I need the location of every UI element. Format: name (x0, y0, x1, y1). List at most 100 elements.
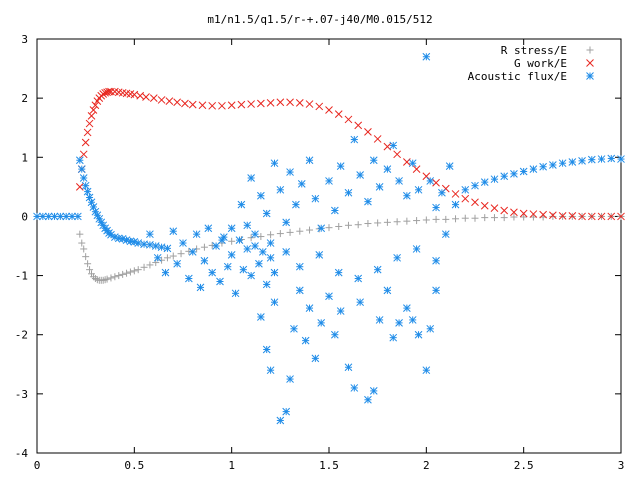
data-point (306, 226, 314, 234)
legend-label: G work/E (514, 57, 567, 70)
data-point (165, 97, 174, 105)
legend-label: R stress/E (501, 44, 567, 57)
data-point (422, 216, 430, 224)
data-point (173, 259, 182, 268)
data-point (126, 268, 134, 276)
x-tick-label: 1 (228, 459, 235, 472)
data-point (251, 230, 259, 239)
data-point (389, 333, 398, 342)
data-point (276, 416, 285, 425)
data-point (356, 171, 365, 179)
data-point (597, 155, 606, 163)
data-point (414, 330, 423, 339)
y-tick-label: -1 (15, 270, 28, 283)
data-point (192, 230, 201, 239)
plot-frame (36, 38, 622, 454)
data-point (334, 110, 343, 118)
data-point (311, 194, 320, 203)
data-point (403, 158, 411, 166)
data-point (471, 181, 479, 190)
data-point (295, 99, 304, 107)
data-point (607, 212, 616, 221)
data-point (200, 243, 208, 251)
data-point (83, 128, 92, 137)
data-point (91, 275, 99, 283)
data-point (158, 256, 166, 264)
data-point (270, 298, 279, 307)
data-point (383, 142, 392, 151)
data-point (212, 242, 220, 250)
data-point (480, 201, 489, 210)
data-point (490, 204, 499, 213)
data-point (266, 253, 275, 262)
data-point (426, 324, 435, 333)
data-point (247, 271, 255, 280)
x-tick-label: 2 (423, 459, 430, 472)
data-point (216, 277, 224, 286)
data-point (105, 87, 113, 96)
data-point (558, 159, 567, 168)
data-point (403, 217, 411, 225)
legend-label: Acoustic flux/E (468, 70, 567, 83)
y-tick-label: 2 (21, 92, 28, 105)
x-axis: 0 0.5 1 1.5 2 2.5 3 (34, 39, 624, 472)
data-point (177, 250, 185, 258)
data-point (500, 206, 509, 215)
data-point (243, 221, 252, 230)
data-point (266, 366, 275, 375)
data-point (445, 162, 454, 171)
data-point (282, 248, 291, 256)
data-point (325, 292, 333, 301)
data-point (354, 274, 363, 283)
data-point (99, 276, 107, 284)
data-point (75, 156, 84, 165)
data-point (218, 101, 226, 110)
x-tick-label: 1.5 (319, 459, 339, 472)
data-point (369, 387, 378, 395)
x-tick-label: 0.5 (124, 459, 144, 472)
data-point (558, 211, 567, 220)
data-point (258, 248, 267, 256)
data-point (88, 270, 96, 278)
data-point (86, 266, 94, 274)
data-point (153, 253, 162, 262)
data-point (549, 161, 557, 169)
y-tick-label: -2 (15, 329, 28, 342)
data-point (549, 212, 557, 220)
data-point (255, 259, 263, 268)
data-point (276, 230, 284, 238)
data-point (282, 407, 291, 416)
data-point (237, 200, 246, 209)
data-point (89, 106, 98, 114)
data-point (276, 185, 285, 194)
data-point (89, 273, 97, 281)
data-point (500, 214, 508, 222)
legend-marker (586, 59, 594, 67)
data-point (344, 115, 353, 124)
data-point (471, 198, 479, 207)
data-point (91, 101, 100, 110)
data-point (422, 52, 431, 61)
data-point (188, 248, 197, 256)
data-point (432, 256, 440, 265)
data-point (432, 203, 440, 212)
data-point (81, 181, 90, 190)
chart-title: m1/n1.5/q1.5/r-+.07-j40/M0.015/512 (207, 13, 432, 26)
data-point (578, 212, 586, 221)
data-point (389, 141, 398, 150)
series-1 (75, 87, 625, 221)
data-point (136, 91, 145, 100)
data-point (295, 286, 304, 295)
data-point (295, 262, 304, 271)
data-point (157, 243, 166, 252)
data-point (173, 98, 182, 107)
data-point (123, 269, 131, 277)
data-point (247, 100, 255, 108)
data-point (107, 274, 115, 282)
data-point (237, 100, 246, 109)
data-point (452, 215, 460, 223)
data-point (77, 165, 86, 173)
data-point (85, 119, 94, 128)
data-point (266, 239, 275, 247)
data-point (578, 156, 586, 165)
